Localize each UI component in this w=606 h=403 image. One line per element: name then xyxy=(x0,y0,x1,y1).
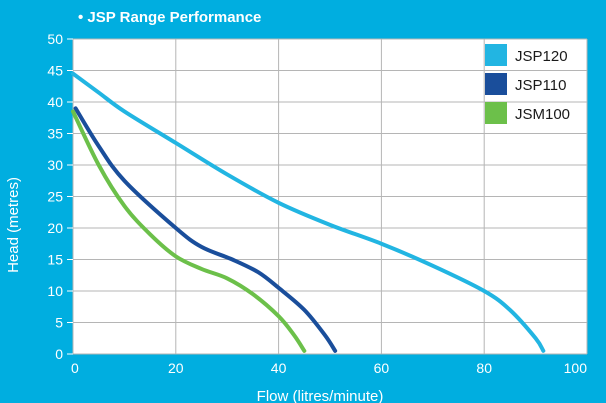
legend-label-0: JSP120 xyxy=(515,48,568,65)
series-line-jsp110 xyxy=(73,106,338,353)
y-tick-label: 20 xyxy=(47,220,63,236)
legend-label-1: JSP110 xyxy=(515,77,566,94)
series-line-jsm100 xyxy=(71,109,307,353)
y-tick-label: 50 xyxy=(47,31,63,47)
y-tick-label: 35 xyxy=(47,126,63,142)
series-lines xyxy=(71,71,546,353)
y-tick-label: 10 xyxy=(47,283,63,299)
x-tick-label: 100 xyxy=(564,360,588,376)
x-tick-label: 0 xyxy=(71,360,79,376)
x-tick-label: 40 xyxy=(271,360,287,376)
chart-title: • JSP Range Performance xyxy=(78,9,262,26)
y-tick-label: 40 xyxy=(47,94,63,110)
legend-swatch-1 xyxy=(485,73,507,95)
y-tick-label: 15 xyxy=(47,252,63,268)
y-tick-label: 30 xyxy=(47,157,63,173)
axes: 0 20 40 60 80 100 0 5 10 15 20 25 30 35 40 45 50 xyxy=(47,31,587,376)
x-tick-label: 20 xyxy=(168,360,184,376)
legend-label-2: JSM100 xyxy=(515,106,570,123)
x-tick-label: 60 xyxy=(374,360,390,376)
legend-swatch-2 xyxy=(485,102,507,124)
x-axis-label: Flow (litres/minute) xyxy=(257,388,384,403)
y-tick-label: 5 xyxy=(55,315,63,331)
y-axis-label: Head (metres) xyxy=(5,177,22,273)
x-tick-label: 80 xyxy=(476,360,492,376)
series-line-jsp120 xyxy=(71,71,546,353)
legend: JSP120 JSP110 JSM100 xyxy=(485,44,570,124)
y-tick-label: 25 xyxy=(47,189,63,205)
y-tick-label: 0 xyxy=(55,346,63,362)
legend-swatch-0 xyxy=(485,44,507,66)
y-tick-label: 45 xyxy=(47,63,63,79)
